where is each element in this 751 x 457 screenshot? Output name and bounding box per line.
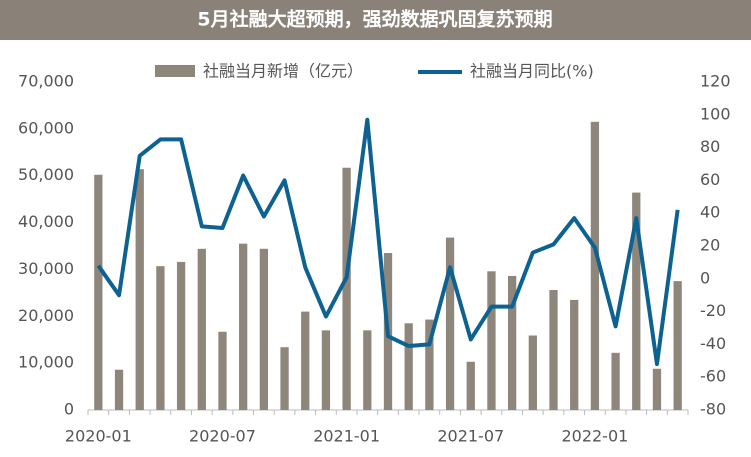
y-tick-label: 60,000 [18,118,74,137]
bar [632,192,641,410]
legend-swatch [155,65,195,77]
bar [673,281,682,410]
x-tick-label: 2021-07 [437,427,504,446]
y-tick-label: 50,000 [18,165,74,184]
bar [590,121,600,410]
x-tick-label: 2020-01 [65,427,132,446]
y-tick-label: 30,000 [18,259,74,278]
bar [156,266,165,410]
bar [218,331,227,410]
y2-tick-label: 20 [700,236,720,255]
bar [528,335,537,410]
bar [342,167,351,410]
y2-tick-label: 60 [700,170,720,189]
chart-title: 5月社融大超预期，强劲数据巩固复苏预期 [197,8,552,31]
y2-tick-label: -40 [700,334,726,353]
bar [197,248,206,410]
bar [570,299,579,410]
x-tick-label: 2022-01 [561,427,628,446]
x-tick-label: 2020-07 [189,427,256,446]
bar [508,275,517,410]
bar [425,319,434,410]
y2-tick-label: 40 [700,203,720,222]
bar [487,271,496,410]
bar [259,248,268,410]
bar [239,243,248,410]
y-tick-label: 20,000 [18,306,74,325]
y2-tick-label: 100 [700,104,731,123]
y2-tick-label: 80 [700,137,720,156]
bar [404,323,413,410]
bar [652,368,662,410]
y2-tick-label: -80 [700,400,726,419]
bar [176,261,186,410]
y-tick-label: 40,000 [18,212,74,231]
bar [114,369,124,410]
bar [363,330,372,410]
bar [280,347,289,410]
x-tick-label: 2021-01 [313,427,380,446]
y-tick-label: 10,000 [18,353,74,372]
line [96,117,680,367]
bar [301,311,310,410]
y-tick-label: 0 [64,400,74,419]
legend-label: 社融当月新增（亿元） [203,62,363,81]
title-banner [0,0,751,40]
bar [321,330,331,410]
y2-tick-label: -60 [700,367,726,386]
legend-label: 社融当月同比(%) [470,62,594,81]
bar [445,237,455,410]
bar [611,352,620,410]
bar [135,169,144,410]
y2-tick-label: -20 [700,301,726,320]
bar [549,290,558,410]
y2-tick-label: 120 [700,72,731,91]
y2-tick-label: 0 [700,268,710,287]
bar [466,361,475,410]
bar [94,174,103,410]
y-tick-label: 70,000 [18,72,74,91]
